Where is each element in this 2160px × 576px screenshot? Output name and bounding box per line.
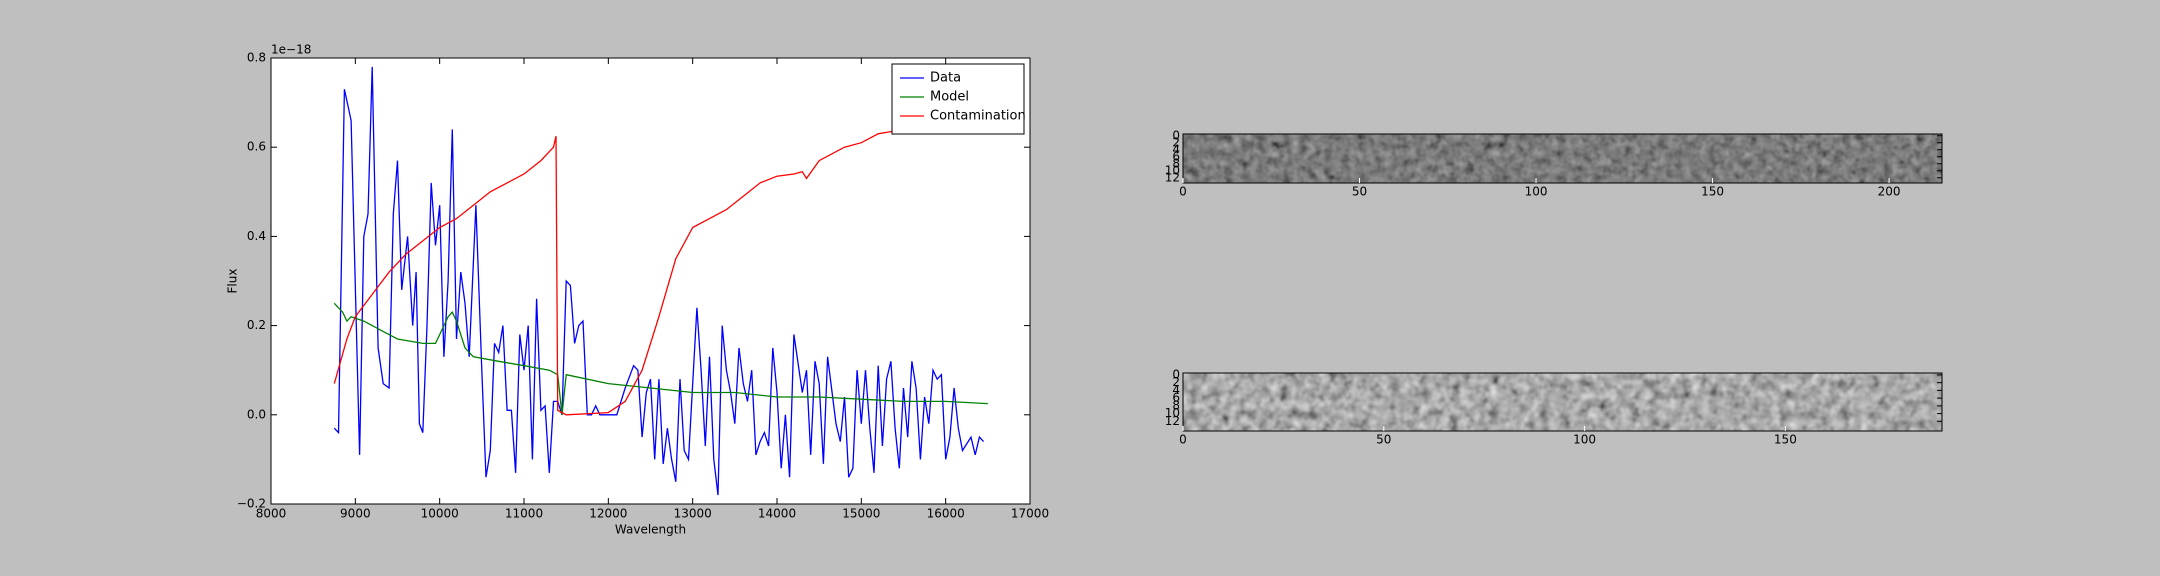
x-tick-label: 8000 <box>256 507 287 521</box>
x-tick-label: 200 <box>1878 185 1901 199</box>
y-tick-label: 2 <box>1172 135 1180 149</box>
y-tick-label: 2 <box>1172 375 1180 389</box>
image-pixels <box>1183 373 1942 431</box>
x-tick-label: 0 <box>1179 185 1187 199</box>
x-tick-label: 10000 <box>421 507 459 521</box>
y-axis-label: Flux <box>226 269 240 294</box>
y-tick-label: 0.6 <box>247 140 266 154</box>
x-tick-label: 50 <box>1376 433 1391 447</box>
y-tick-label: 4 <box>1172 142 1180 156</box>
y-tick-label: 0.8 <box>247 51 266 65</box>
y-tick-label: 0.4 <box>247 229 266 243</box>
data-line <box>333 66 985 496</box>
y-tick-label: 10 <box>1165 163 1180 177</box>
x-tick-label: 16000 <box>927 507 965 521</box>
y-tick-label: −0.2 <box>237 497 266 511</box>
x-tick-label: 14000 <box>758 507 796 521</box>
axes-frame <box>1182 133 1943 184</box>
data-line <box>333 302 988 415</box>
x-tick-label: 150 <box>1701 185 1724 199</box>
x-tick-label: 50 <box>1352 185 1367 199</box>
axes-frame <box>270 57 1031 505</box>
offset-text: 1e−18 <box>271 43 311 57</box>
legend-label: Contamination <box>930 109 1026 124</box>
y-tick-label: 6 <box>1172 391 1180 405</box>
y-tick-label: 10 <box>1165 406 1180 420</box>
y-tick-label: 4 <box>1172 383 1180 397</box>
legend-label: Model <box>930 90 969 105</box>
y-tick-label: 0 <box>1172 367 1180 381</box>
x-tick-label: 100 <box>1573 433 1596 447</box>
x-tick-label: 9000 <box>340 507 371 521</box>
y-tick-label: 0.0 <box>247 407 266 421</box>
axes-frame <box>1182 372 1943 432</box>
y-tick-label: 12 <box>1165 414 1180 428</box>
x-axis-label: Wavelength <box>615 523 686 537</box>
data-line <box>333 115 963 416</box>
x-tick-label: 17000 <box>1011 507 1049 521</box>
y-tick-label: 8 <box>1172 398 1180 412</box>
x-tick-label: 150 <box>1774 433 1797 447</box>
image-pixels <box>1183 134 1942 183</box>
x-tick-label: 13000 <box>674 507 712 521</box>
x-tick-label: 11000 <box>505 507 543 521</box>
y-tick-label: 0.2 <box>247 318 266 332</box>
y-tick-label: 6 <box>1172 149 1180 163</box>
x-tick-label: 15000 <box>842 507 880 521</box>
y-tick-label: 8 <box>1172 156 1180 170</box>
y-tick-label: 0 <box>1172 128 1180 142</box>
x-tick-label: 0 <box>1179 433 1187 447</box>
x-tick-label: 12000 <box>589 507 627 521</box>
y-tick-label: 12 <box>1165 170 1180 184</box>
x-tick-label: 100 <box>1525 185 1548 199</box>
legend-box <box>891 63 1025 135</box>
legend-label: Data <box>930 71 961 86</box>
